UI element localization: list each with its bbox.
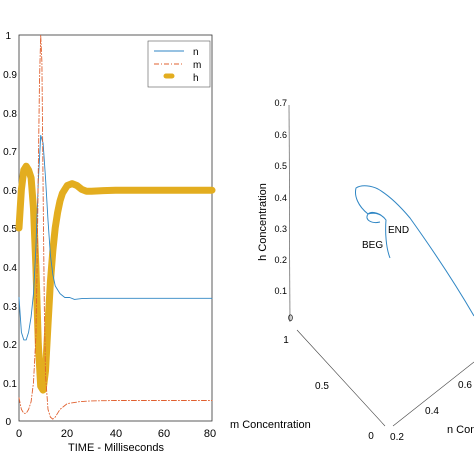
y-tick-label: 0 (5, 417, 11, 428)
series-layer (15, 34, 216, 420)
y-tick-label: 0.8 (3, 109, 17, 120)
series-line-n (18, 134, 213, 341)
x-tick-label: 60 (158, 428, 170, 440)
series-line-h (15, 162, 216, 394)
h-tick-label: 0.3 (274, 224, 287, 234)
n-axis-label: n Concentration (447, 424, 474, 436)
x-axis-label: TIME - Milliseconds (68, 442, 164, 454)
h-tick-label: 0.4 (274, 193, 287, 203)
n-tick-label: 0.4 (425, 406, 439, 417)
m-axis-label: m Concentration (230, 419, 311, 431)
n-axis-line (392, 361, 474, 427)
y-tick-label: 0.2 (3, 340, 17, 351)
y-tick-label: 0.9 (3, 70, 17, 81)
y-tick-label: 0.4 (3, 263, 17, 274)
h-axis-line (288, 104, 291, 323)
m-tick-label: 0 (368, 431, 374, 442)
m-axis-line (296, 329, 386, 427)
h-axis-label: h Concentration (257, 183, 269, 261)
h-tick-label: 0.5 (274, 161, 287, 171)
x-tick-label: 20 (61, 428, 73, 440)
time-plot: 1 0.9 0.8 0.7 0.6 0.5 0.4 0.3 0.2 0.1 0 … (3, 31, 216, 454)
m-tick-label: 1 (283, 335, 289, 346)
y-tick-label: 0.5 (3, 224, 17, 235)
annotation-end: END (388, 225, 409, 236)
x-tick-label: 80 (204, 428, 216, 440)
h-tick-label: 0.1 (274, 286, 287, 296)
h-tick-label: 0.2 (274, 255, 287, 265)
phase-trajectory (355, 185, 474, 317)
n-tick-label: 0.6 (458, 380, 472, 391)
h-tick-label: 0 (288, 313, 293, 323)
x-tick-label: 40 (110, 428, 122, 440)
y-tick-label: 0.3 (3, 302, 17, 313)
y-tick-label: 0.7 (3, 147, 17, 158)
annotation-beg: BEG (362, 240, 383, 251)
legend-label-m: m (193, 60, 201, 71)
x-tick-label: 0 (16, 428, 22, 440)
y-tick-label: 0.6 (3, 186, 17, 197)
h-tick-label: 0.6 (274, 130, 287, 140)
h-tick-label: 0.7 (274, 98, 287, 108)
phase-plot: 0.7 0.6 0.5 0.4 0.3 0.2 0.1 0 h Concentr… (230, 98, 474, 443)
series-line-m (18, 34, 213, 420)
y-tick-label: 0.1 (3, 379, 17, 390)
y-tick-label: 1 (5, 31, 11, 42)
legend-label-h: h (193, 73, 199, 84)
n-tick-label: 0.2 (390, 432, 404, 443)
m-tick-label: 0.5 (315, 381, 329, 392)
legend: n m h (147, 40, 211, 88)
legend-label-n: n (193, 47, 199, 58)
